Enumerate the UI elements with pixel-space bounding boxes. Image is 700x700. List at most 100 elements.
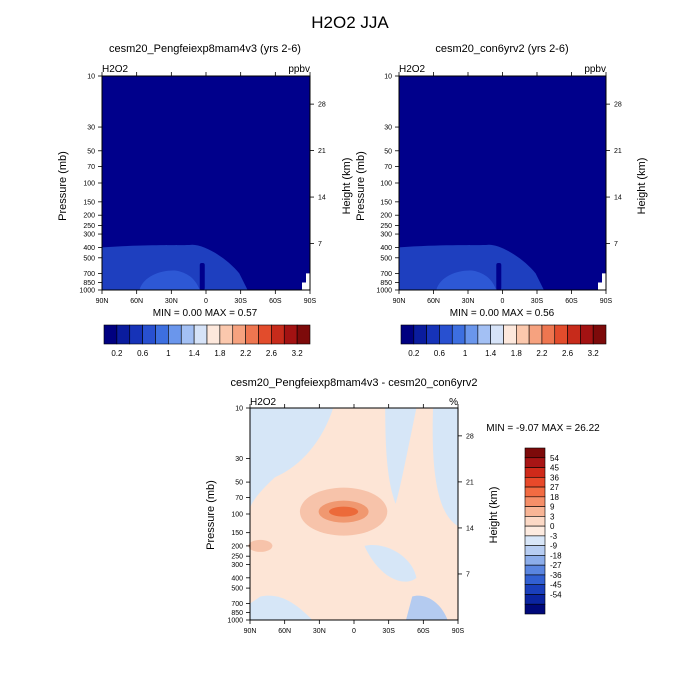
- cbar-right-swatch: [413, 324, 427, 345]
- plot-diff-ytick-label: 70: [235, 495, 243, 502]
- plot-diff-ytick-label: 200: [231, 543, 243, 550]
- plot-left-ytick-label: 10: [87, 74, 95, 81]
- panel-diff-ylabel: Pressure (mb): [205, 480, 217, 550]
- panel-right-units: ppbv: [584, 64, 606, 75]
- panel-diff: cesm20_Pengfeiexp8mam4v3 - cesm20_con6yr…: [205, 377, 600, 635]
- plot-diff-xtick-label: 90N: [244, 628, 257, 635]
- plot-diff-nh-surface-neg: [250, 595, 313, 620]
- plot-left-y2tick-label: 21: [318, 148, 326, 155]
- cbar-left-label: 3.2: [292, 349, 304, 358]
- cbar-diff-label: -18: [550, 551, 562, 560]
- cbar-left-swatch: [180, 324, 195, 345]
- plot-left-y2tick-label: 14: [318, 195, 326, 202]
- panel-left-ylabel: Pressure (mb): [57, 151, 69, 221]
- plot-left-ytick-label: 1000: [79, 288, 95, 295]
- cbar-right-swatch: [503, 324, 517, 345]
- cbar-diff-swatch: [524, 555, 546, 566]
- plot-diff-ytick-label: 250: [231, 554, 243, 561]
- cbar-diff-label: 27: [550, 483, 559, 492]
- plot-left-xtick-label: 30S: [234, 298, 247, 305]
- cbar-right-label: 0.2: [408, 349, 420, 358]
- cbar-diff-swatch: [524, 496, 546, 507]
- plot-diff-xtick-label: 60S: [417, 628, 430, 635]
- plot-diff-xtick-label: 0: [352, 628, 356, 635]
- panel-diff-y2label: Height (km): [488, 487, 500, 544]
- plot-right-ytick-label: 10: [384, 74, 392, 81]
- plot-left-ytick-label: 400: [83, 245, 95, 252]
- cbar-left-swatch: [296, 324, 311, 345]
- plot-diff-ytick-label: 30: [235, 456, 243, 463]
- cbar-right-swatch: [567, 324, 581, 345]
- cbar-diff-label: 54: [550, 454, 559, 463]
- cbar-diff-swatch: [524, 457, 546, 468]
- cbar-diff-label: 18: [550, 493, 559, 502]
- cbar-diff-label: -45: [550, 581, 562, 590]
- plot-diff-y2tick-label: 7: [466, 571, 470, 578]
- cbar-right-swatch: [490, 324, 504, 345]
- plot-diff-ytick-label: 50: [235, 480, 243, 487]
- plot-right-ytick-label: 70: [384, 164, 392, 171]
- panel-diff-units: %: [449, 397, 458, 408]
- cbar-right-label: 0.6: [434, 349, 446, 358]
- cbar-diff-label: -9: [550, 542, 558, 551]
- plot-diff-sh-strat-neg: [432, 408, 458, 527]
- plot-left-xtick-label: 90N: [96, 298, 109, 305]
- cbar-diff-swatch: [524, 574, 546, 586]
- plot-right-ytick-label: 30: [384, 125, 392, 132]
- plot-diff-trop-neg: [364, 545, 417, 582]
- plot-diff-pos-blob-core: [329, 506, 359, 517]
- plot-diff-ytick-label: 150: [231, 530, 243, 537]
- plot-diff-ytick-label: 850: [231, 610, 243, 617]
- plot-diff-ytick-label: 1000: [227, 618, 243, 625]
- plot-diff-xtick-label: 30S: [382, 628, 395, 635]
- cbar-diff-label: 36: [550, 473, 559, 482]
- plot-diff-xtick-label: 60N: [278, 628, 291, 635]
- plot-left-ytick-label: 700: [83, 271, 95, 278]
- cbar-diff-swatch: [524, 525, 546, 537]
- cbar-right-swatch: [580, 324, 594, 345]
- cbar-left-swatch: [129, 324, 143, 345]
- plot-right-xtick-label: 30S: [531, 298, 544, 305]
- cbar-right-swatch: [554, 324, 568, 345]
- cbar-right-swatch: [528, 324, 543, 345]
- page-title: H2O2 JJA: [311, 13, 389, 32]
- cbar-left-swatch: [283, 324, 298, 345]
- plot-left-lowtrop-max: [139, 270, 200, 290]
- plot-left-topography: [302, 273, 310, 290]
- cbar-diff-swatch: [524, 476, 546, 488]
- plot-left-equator-column: [199, 263, 205, 290]
- plot-left-y2tick-label: 7: [318, 241, 322, 248]
- plot-right-equator-column: [496, 263, 502, 290]
- plot-left-ytick-label: 100: [83, 181, 95, 188]
- plot-right-ytick-label: 300: [380, 232, 392, 239]
- plot-diff-y2tick-label: 14: [466, 525, 474, 532]
- panel-left-units: ppbv: [288, 64, 310, 75]
- cbar-diff-label: 0: [550, 522, 555, 531]
- cbar-right-label: 2.6: [562, 349, 574, 358]
- cbar-right-swatch: [516, 324, 530, 345]
- plot-right-ytick-label: 500: [380, 255, 392, 262]
- plot-left-ytick-label: 850: [83, 280, 95, 287]
- plot-diff-nh-pos-spot: [248, 539, 273, 552]
- cbar-diff-swatch: [524, 506, 546, 517]
- plot-diff-ytick-label: 500: [231, 586, 243, 593]
- cbar-diff-label: -27: [550, 561, 562, 570]
- cbar-left-label: 1.4: [189, 349, 201, 358]
- panel-diff-title: cesm20_Pengfeiexp8mam4v3 - cesm20_con6yr…: [230, 377, 477, 389]
- cbar-diff-swatch: [524, 545, 546, 556]
- plot-left-ytick-label: 500: [83, 255, 95, 262]
- plot-left-ytick-label: 50: [87, 148, 95, 155]
- cbar-right-label: 1: [463, 349, 468, 358]
- cbar-left-swatch: [245, 324, 259, 345]
- plot-right-ytick-label: 200: [380, 213, 392, 220]
- plot-right-ytick-label: 400: [380, 245, 392, 252]
- plot-left-frame: [101, 75, 311, 291]
- cbar-left-label: 0.6: [137, 349, 149, 358]
- plot-left-ytick-label: 200: [83, 213, 95, 220]
- plot-diff-y2tick-label: 28: [466, 433, 474, 440]
- plot-left-ytick-label: 150: [83, 199, 95, 206]
- cbar-left-swatch: [116, 324, 131, 345]
- plot-diff-ytick-label: 700: [231, 601, 243, 608]
